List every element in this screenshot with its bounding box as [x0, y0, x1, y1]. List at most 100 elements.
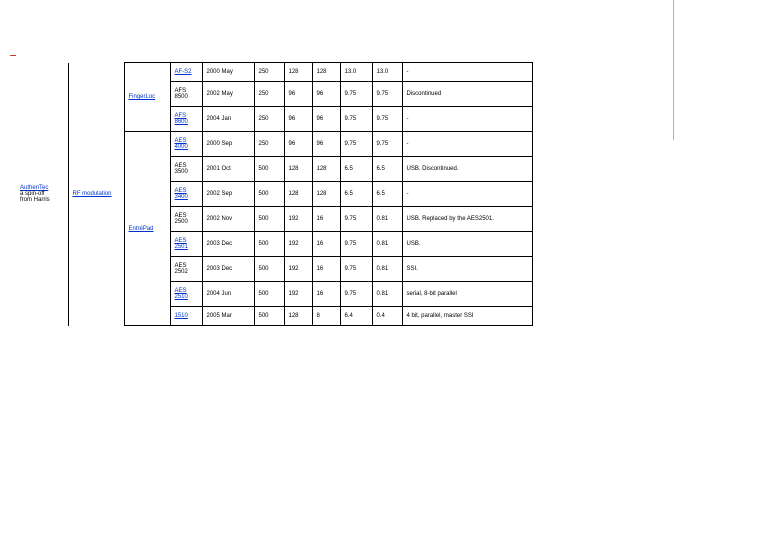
date-cell: 2000 Sep — [202, 132, 254, 157]
code-cell: AES 4000 — [170, 132, 202, 157]
corner-tick — [10, 55, 16, 62]
w-cell: 128 — [284, 182, 312, 207]
note-cell: Discontinued — [402, 82, 532, 107]
code-link[interactable]: AF-S2 — [175, 69, 192, 75]
note-cell: SSI. — [402, 257, 532, 282]
h-cell: 96 — [312, 132, 340, 157]
h-cell: 8 — [312, 307, 340, 326]
page-guide-line — [673, 0, 674, 140]
h-cell: 128 — [312, 157, 340, 182]
table-row: AuthenTeca spin-offfrom HarrisRF modulat… — [16, 63, 532, 82]
code-cell: AF-S2 — [170, 63, 202, 82]
dpi-cell: 500 — [254, 207, 284, 232]
code-cell: AES 3500 — [170, 157, 202, 182]
w-cell: 192 — [284, 207, 312, 232]
h-cell: 16 — [312, 207, 340, 232]
dpi-cell: 500 — [254, 282, 284, 307]
note-cell: - — [402, 63, 532, 82]
mmh-cell: 9.75 — [372, 107, 402, 132]
sensor-table: AuthenTeca spin-offfrom Harris RF modulat… — [16, 62, 533, 326]
date-cell: 2005 Mar — [202, 307, 254, 326]
note-cell: - — [402, 182, 532, 207]
code-cell: 1510 — [170, 307, 202, 326]
w-cell: 192 — [284, 232, 312, 257]
mmw-cell: 9.75 — [340, 207, 372, 232]
w-cell: 192 — [284, 282, 312, 307]
method-link[interactable]: RF modulation — [73, 191, 112, 197]
dpi-cell: 250 — [254, 82, 284, 107]
mmh-cell: 0.81 — [372, 207, 402, 232]
w-cell: 192 — [284, 257, 312, 282]
code-text: AES 2502 — [175, 263, 188, 275]
note-cell: USB. Replaced by the AES2501. — [402, 207, 532, 232]
w-cell: 128 — [284, 307, 312, 326]
note-cell: USB. — [402, 232, 532, 257]
h-cell: 128 — [312, 63, 340, 82]
w-cell: 128 — [284, 157, 312, 182]
note-cell: serial, 8-bit parallel — [402, 282, 532, 307]
code-text: AFS 8500 — [175, 88, 188, 100]
code-link[interactable]: AES 2510 — [175, 288, 188, 300]
mmh-cell: 0.81 — [372, 232, 402, 257]
dpi-cell: 500 — [254, 307, 284, 326]
mmw-cell: 9.75 — [340, 82, 372, 107]
note-cell: USB. Discontinued. — [402, 157, 532, 182]
h-cell: 96 — [312, 107, 340, 132]
date-cell: 2004 Jun — [202, 282, 254, 307]
dpi-cell: 250 — [254, 63, 284, 82]
date-cell: 2002 May — [202, 82, 254, 107]
dpi-cell: 500 — [254, 182, 284, 207]
mmw-cell: 9.75 — [340, 257, 372, 282]
company-cell: AuthenTeca spin-offfrom Harris — [16, 63, 68, 326]
code-link[interactable]: AFS 8600 — [175, 113, 188, 125]
mmw-cell: 9.75 — [340, 232, 372, 257]
series-link[interactable]: FingerLoc — [129, 94, 156, 100]
w-cell: 96 — [284, 107, 312, 132]
mmh-cell: 9.75 — [372, 82, 402, 107]
series-cell: EntréPad — [124, 132, 170, 326]
method-cell: RF modulation — [68, 63, 124, 326]
date-cell: 2002 Nov — [202, 207, 254, 232]
w-cell: 96 — [284, 82, 312, 107]
series-link[interactable]: EntréPad — [129, 226, 154, 232]
date-cell: 2003 Dec — [202, 232, 254, 257]
code-cell: AES 2501 — [170, 232, 202, 257]
w-cell: 128 — [284, 63, 312, 82]
mmh-cell: 6.5 — [372, 182, 402, 207]
dpi-cell: 250 — [254, 107, 284, 132]
h-cell: 128 — [312, 182, 340, 207]
code-cell: AFS 8500 — [170, 82, 202, 107]
note-cell: 4 bit, parallel, master SSI — [402, 307, 532, 326]
h-cell: 16 — [312, 282, 340, 307]
mmw-cell: 13.0 — [340, 63, 372, 82]
w-cell: 96 — [284, 132, 312, 157]
mmw-cell: 9.75 — [340, 132, 372, 157]
mmh-cell: 0.4 — [372, 307, 402, 326]
code-link[interactable]: AES 2501 — [175, 238, 188, 250]
code-cell: AES 2500 — [170, 207, 202, 232]
dpi-cell: 500 — [254, 257, 284, 282]
mmh-cell: 13.0 — [372, 63, 402, 82]
mmh-cell: 6.5 — [372, 157, 402, 182]
mmw-cell: 9.75 — [340, 282, 372, 307]
code-link[interactable]: AES 4000 — [175, 138, 188, 150]
mmh-cell: 9.75 — [372, 132, 402, 157]
mmw-cell: 9.75 — [340, 107, 372, 132]
code-cell: AES 2510 — [170, 282, 202, 307]
h-cell: 16 — [312, 257, 340, 282]
code-cell: AFS 8600 — [170, 107, 202, 132]
company-note: from Harris — [20, 197, 50, 203]
h-cell: 96 — [312, 82, 340, 107]
series-cell: FingerLoc — [124, 63, 170, 132]
code-cell: AES 2502 — [170, 257, 202, 282]
mmw-cell: 6.5 — [340, 182, 372, 207]
code-text: AES 3500 — [175, 163, 188, 175]
code-text: AES 2500 — [175, 213, 188, 225]
h-cell: 16 — [312, 232, 340, 257]
mmh-cell: 0.81 — [372, 257, 402, 282]
code-link[interactable]: 1510 — [175, 313, 188, 319]
date-cell: 2002 Sep — [202, 182, 254, 207]
code-link[interactable]: AES 3400 — [175, 188, 188, 200]
date-cell: 2004 Jan — [202, 107, 254, 132]
date-cell: 2000 May — [202, 63, 254, 82]
